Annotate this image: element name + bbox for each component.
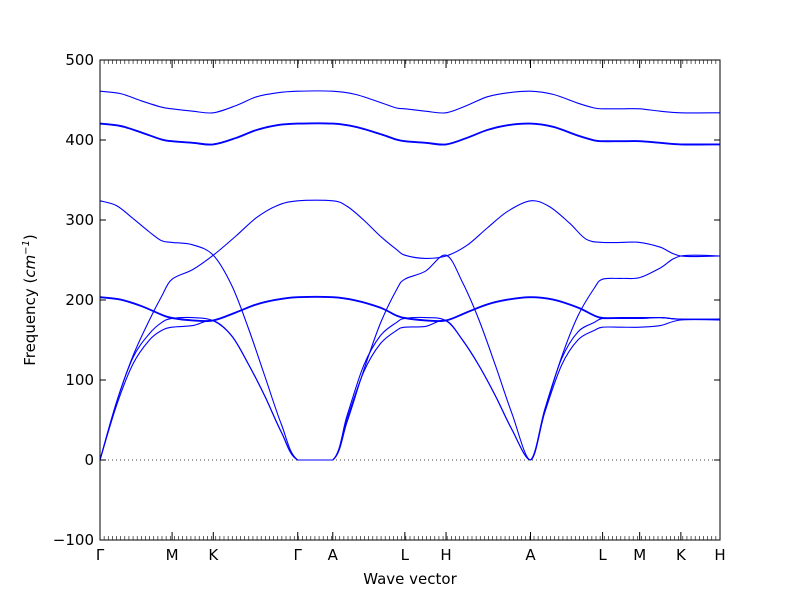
- phonon-branch-2: [99, 316, 721, 461]
- phonon-branch-7: [99, 123, 721, 146]
- x-tick-label: Γ: [294, 546, 303, 564]
- x-tick-label: M: [633, 546, 646, 564]
- y-tick-label: 200: [65, 291, 94, 309]
- x-tick-label: K: [208, 546, 219, 564]
- phonon-branch-5: [99, 199, 721, 461]
- y-tick-label: 0: [84, 451, 94, 469]
- x-tick-label: L: [598, 546, 607, 564]
- y-axis-label-text: Frequency (: [21, 278, 39, 366]
- x-tick-label: H: [440, 546, 451, 564]
- phonon-branch-8: [99, 122, 721, 145]
- y-axis-label-close: ): [21, 234, 39, 240]
- y-tick-label: 400: [65, 131, 94, 149]
- y-axis-label: Frequency (cm−1): [21, 234, 39, 366]
- phonon-branch-6: [99, 200, 721, 461]
- y-axis-label-exponent: −1: [21, 240, 32, 255]
- phonon-branch-1: [99, 319, 721, 461]
- y-tick-label: 300: [65, 211, 94, 229]
- x-tick-label: Γ: [96, 546, 105, 564]
- x-axis-minor-ticks: [99, 60, 721, 540]
- y-tick-label: 500: [65, 51, 94, 69]
- x-tick-label: M: [166, 546, 179, 564]
- phonon-branch-3: [99, 296, 721, 323]
- x-tick-label: A: [328, 546, 339, 564]
- y-tick-label: −100: [53, 531, 94, 549]
- y-tick-label: 100: [65, 371, 94, 389]
- series-layer: [99, 90, 721, 461]
- x-tick-label: K: [676, 546, 687, 564]
- x-axis-label: Wave vector: [363, 570, 457, 588]
- y-axis-ticks: −100 0 100 200 300 400 500: [53, 51, 720, 549]
- plot-frame: [99, 59, 721, 541]
- y-axis-label-unit: cm: [21, 255, 39, 278]
- x-tick-label: L: [401, 546, 410, 564]
- x-tick-label: A: [525, 546, 536, 564]
- phonon-branch-9: [99, 90, 721, 114]
- phonon-branch-4: [99, 295, 721, 322]
- x-tick-label: H: [714, 546, 725, 564]
